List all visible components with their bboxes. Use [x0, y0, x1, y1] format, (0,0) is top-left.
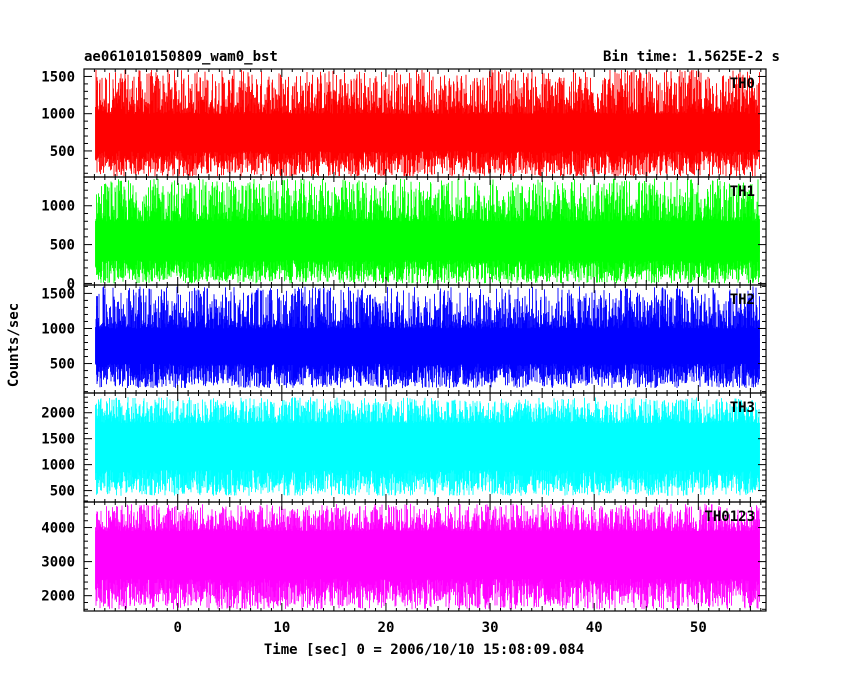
y-tick-label: 1000 [41, 199, 75, 215]
panel-label-th0123: TH0123 [704, 509, 755, 525]
x-tick-label: 50 [690, 620, 707, 636]
series-th0-line [95, 70, 760, 176]
y-tick-label: 1500 [41, 69, 75, 85]
chart-title-right: Bin time: 1.5625E-2 s [603, 49, 780, 65]
panel-frame [83, 501, 767, 612]
x-tick-label: 30 [482, 620, 499, 636]
panel-th1: 0 500 1000 TH1 [41, 176, 767, 292]
y-tick-label: 0 [67, 276, 75, 292]
y-axis-label: Counts/sec [6, 303, 22, 387]
panel-label-th3: TH3 [730, 400, 755, 416]
panel-label-th0: TH0 [730, 76, 755, 92]
chart-title-left: ae061010150809_wam0_bst [84, 49, 278, 65]
y-tick-label: 2000 [41, 589, 75, 605]
x-tick-label: 20 [378, 620, 395, 636]
y-tick-label: 500 [50, 357, 75, 373]
panel-th0123: 2000 3000 4000 TH0123 [41, 501, 767, 612]
series-th0-core [95, 123, 760, 145]
panel-label-th2: TH2 [730, 292, 755, 308]
y-tick-label: 1000 [41, 321, 75, 337]
y-tick-label: 2000 [41, 406, 75, 422]
y-tick-label: 1500 [41, 432, 75, 448]
series-th1-line [95, 178, 760, 284]
series-th1-core [95, 231, 760, 253]
panel-th3: 500 1000 1500 2000 TH3 [41, 392, 767, 503]
y-tick-label: 1000 [41, 107, 75, 123]
series-th2-line [95, 286, 760, 389]
y-tick-label: 3000 [41, 555, 75, 571]
panel-th2: 500 1000 1500 TH2 [41, 284, 767, 394]
y-tick-label: 500 [50, 238, 75, 254]
y-tick-label: 1500 [41, 286, 75, 302]
y-tick-label: 500 [50, 144, 75, 160]
x-tick-label: 0 [173, 620, 181, 636]
x-axis-label: Time [sec] 0 = 2006/10/10 15:08:09.084 [264, 642, 584, 658]
y-tick-label: 1000 [41, 458, 75, 474]
y-tick-label: 500 [50, 484, 75, 500]
series-th0123-core [95, 543, 760, 570]
x-tick-label: 40 [586, 620, 603, 636]
y-tick-label: 4000 [41, 521, 75, 537]
panel-label-th1: TH1 [730, 184, 755, 200]
panel-th0: 500 1000 1500 TH0 [41, 68, 767, 178]
x-tick-label: 10 [273, 620, 290, 636]
series-th3-core [95, 433, 760, 460]
series-th2-core [95, 337, 760, 358]
